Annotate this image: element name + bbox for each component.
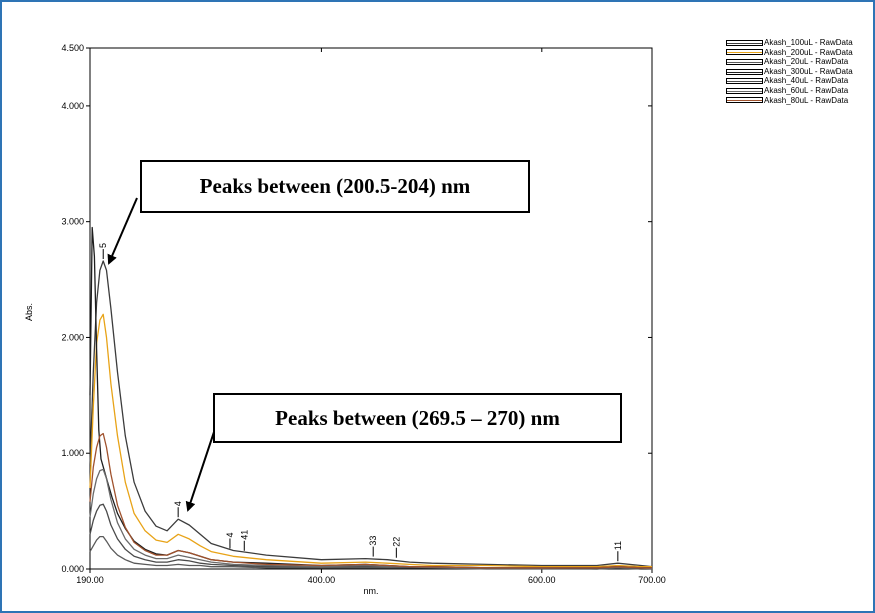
legend-item: Akash_80uL - RawData [726,96,853,106]
peak-label: 22 [391,537,401,547]
legend-line [727,52,762,54]
legend-swatch [726,39,763,46]
legend-label: Akash_200uL - RawData [764,47,853,57]
legend-line [727,71,762,73]
legend-line [727,61,762,63]
legend-line [727,42,762,44]
legend-line [727,81,762,83]
legend-line [727,100,762,102]
x-tick-label: 600.00 [528,575,556,585]
series-line [89,432,652,569]
x-axis-label: nm. [363,586,378,596]
series-layer [89,226,653,570]
x-tick-label: 700.00 [638,575,666,585]
legend-item: Akash_60uL - RawData [726,86,853,96]
y-tick-label: 2.000 [61,332,84,342]
legend-swatch [726,97,763,104]
x-tick-label: 190.00 [76,575,104,585]
peak-annotation-1: Peaks between (200.5-204) nm [140,160,530,213]
y-tick-label: 4.500 [61,43,84,53]
axis-ticks [86,47,653,573]
legend-label: Akash_20uL - RawData [764,57,849,67]
legend-item: Akash_20uL - RawData [726,57,853,67]
x-tick-label: 400.00 [308,575,336,585]
legend-item: Akash_300uL - RawData [726,67,853,77]
legend-swatch [726,49,763,56]
axis-tick-labels: 0.000 1.000 2.000 3.000 4.000 4.500 190.00 400.… [61,43,665,585]
legend: Akash_100uL - RawData Akash_200uL - RawD… [726,38,853,105]
annotation-arrow-1 [107,197,138,265]
legend-item: Akash_100uL - RawData [726,38,853,48]
peak-label: 33 [368,536,378,546]
y-tick-label: 1.000 [61,448,84,458]
y-tick-label: 3.000 [61,217,84,227]
peak-annotation-2: Peaks between (269.5 – 270) nm [213,393,622,443]
y-tick-label: 4.000 [61,101,84,111]
legend-label: Akash_80uL - RawData [764,95,849,105]
legend-swatch [726,78,763,85]
legend-item: Akash_40uL - RawData [726,76,853,86]
legend-label: Akash_300uL - RawData [764,66,853,76]
peak-label: 5 [98,243,108,248]
legend-label: Akash_60uL - RawData [764,85,849,95]
legend-swatch [726,68,763,75]
series-line [89,260,653,568]
legend-item: Akash_200uL - RawData [726,48,853,58]
series-line [89,535,652,570]
peak-label: 11 [613,541,623,550]
y-tick-label: 0.000 [61,564,84,574]
peak-label: 4 [225,532,235,537]
y-axis-label: Abs. [24,303,34,321]
legend-swatch [726,87,763,94]
peak-label: 41 [239,530,249,540]
legend-swatch [726,58,763,65]
peak-markers: 5 4 4 41 33 22 11 [98,243,623,562]
legend-label: Akash_100uL - RawData [764,38,853,47]
legend-label: Akash_40uL - RawData [764,76,849,86]
legend-line [727,90,762,92]
series-line [89,313,652,568]
peak-label: 4 [173,501,183,506]
plot-area [89,47,653,570]
